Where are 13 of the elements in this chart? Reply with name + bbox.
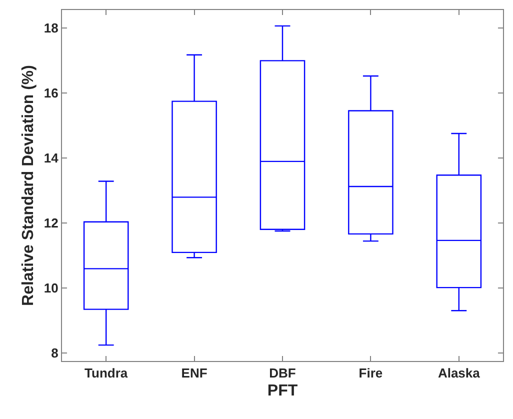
y-tick-label: 8 [51, 345, 58, 360]
x-tick-label: Alaska [438, 366, 481, 381]
y-tick-label: 14 [44, 150, 60, 166]
y-tick-label: 18 [44, 20, 58, 36]
x-tick-label: ENF [181, 366, 208, 381]
x-axis-title: PFT [267, 382, 298, 400]
y-axis-title: Relative Standard Deviation (%) [20, 65, 37, 306]
y-tick-label: 10 [44, 280, 58, 296]
x-tick-label: DBF [269, 366, 296, 381]
x-tick-label: Tundra [84, 366, 128, 381]
y-tick-label: 16 [44, 85, 58, 100]
x-tick-label: Fire [358, 366, 383, 381]
y-tick-label: 12 [44, 215, 58, 230]
